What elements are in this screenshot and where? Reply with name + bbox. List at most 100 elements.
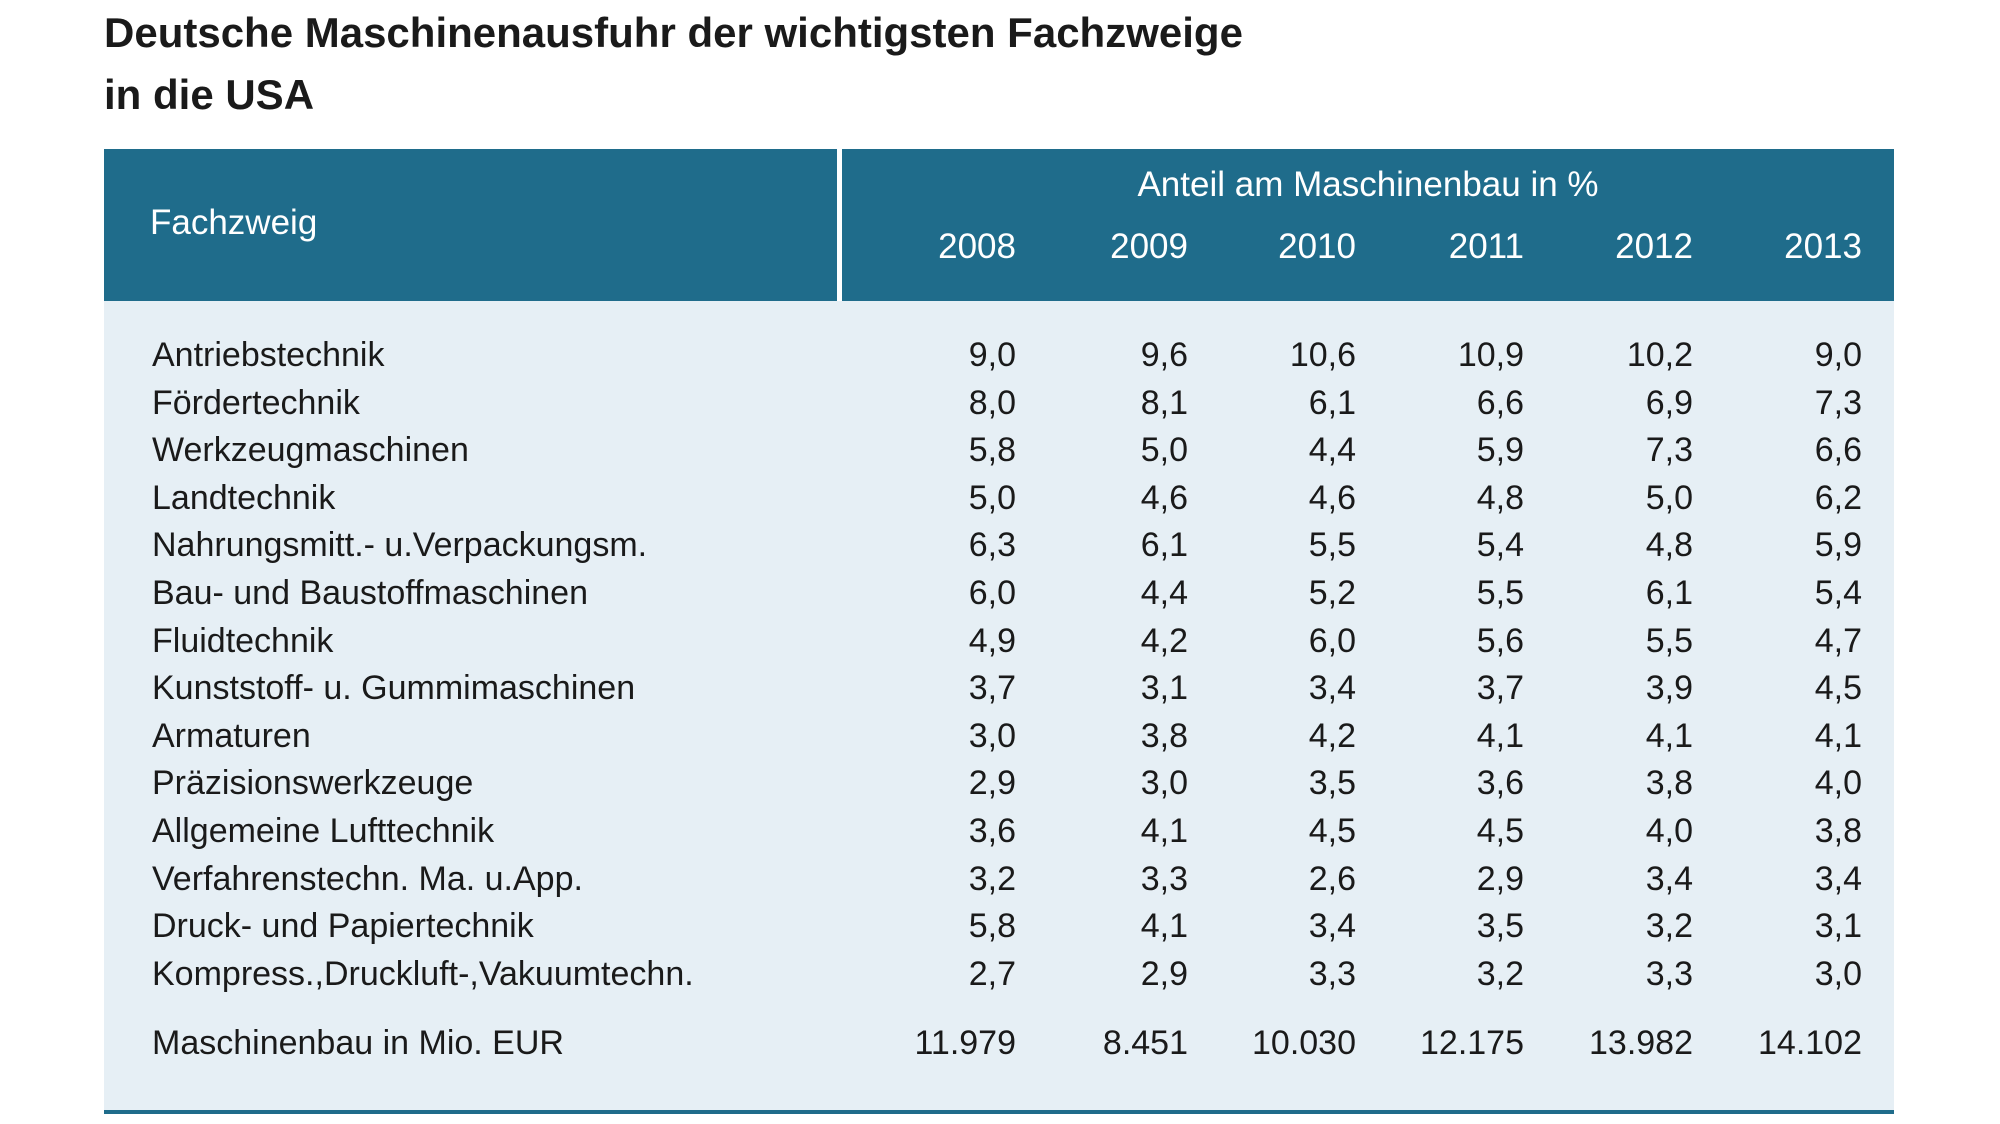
table-cell: 3,2 (1645, 907, 1693, 946)
table-cell: 5,9 (1476, 431, 1524, 470)
column-header-2013: 2013 (1784, 227, 1862, 266)
table-cell: 4,8 (1476, 478, 1524, 517)
table-cell: 3,8 (1814, 812, 1862, 850)
table-cell: 6,1 (1645, 574, 1693, 612)
table-cell: 3,8 (1645, 764, 1693, 803)
row-header-label: Fachzweig (150, 203, 318, 242)
total-cell: 12.175 (1420, 1024, 1524, 1062)
table-cell: 3,0 (968, 716, 1016, 755)
table-cell: 5,9 (1814, 526, 1862, 565)
row-label: Landtechnik (152, 478, 336, 517)
table-cell: 4,1 (1814, 716, 1862, 755)
column-header-2011: 2011 (1448, 227, 1524, 266)
table-cell: 2,9 (1140, 954, 1188, 993)
table-cell: 3,1 (1814, 907, 1862, 946)
row-label: Armaturen (152, 716, 311, 755)
table-cell: 3,4 (1308, 669, 1356, 708)
title-line-2: in die USA (104, 71, 315, 118)
column-header-2010: 2010 (1278, 227, 1356, 266)
table-cell: 3,7 (1476, 669, 1524, 708)
table-cell: 3,4 (1645, 859, 1693, 898)
table-bottom-rule (104, 1110, 1894, 1114)
table-cell: 2,9 (1476, 859, 1524, 898)
total-cell: 13.982 (1589, 1024, 1693, 1062)
table-cell: 5,8 (968, 431, 1016, 470)
table-cell: 4,1 (1140, 907, 1188, 946)
table-cell: 3,0 (1814, 954, 1862, 993)
table-cell: 4,8 (1645, 526, 1693, 565)
table-cell: 3,4 (1814, 859, 1862, 898)
table-cell: 4,2 (1308, 716, 1356, 755)
column-header-2012: 2012 (1615, 227, 1693, 266)
table-cell: 3,9 (1645, 669, 1693, 708)
table-cell: 6,3 (968, 526, 1016, 565)
table-cell: 3,8 (1140, 716, 1188, 755)
table-cell: 4,0 (1645, 812, 1693, 850)
table-cell: 4,5 (1476, 812, 1524, 850)
table-cell: 4,6 (1140, 478, 1188, 517)
row-label: Verfahrenstechn. Ma. u.App. (152, 859, 583, 898)
table-cell: 2,7 (968, 954, 1016, 993)
table-cell: 3,3 (1308, 954, 1356, 993)
total-cell: 8.451 (1102, 1024, 1188, 1062)
row-label: Nahrungsmitt.- u.Verpackungsm. (152, 526, 648, 565)
column-header-2008: 2008 (938, 227, 1016, 266)
table-cell: 3,6 (968, 812, 1016, 850)
row-label: Druck- und Papiertechnik (152, 907, 534, 946)
data-table: Fachzweig Anteil am Maschinenbau in % 20… (104, 149, 1894, 1114)
table-cell: 7,3 (1645, 431, 1693, 470)
row-label: Werkzeugmaschinen (152, 431, 469, 470)
table-cell: 4,1 (1476, 716, 1524, 755)
table-cell: 3,7 (968, 669, 1016, 708)
table-cell: 5,0 (1645, 478, 1693, 517)
table-cell: 10,9 (1457, 336, 1524, 374)
table-cell: 6,0 (968, 574, 1016, 612)
column-header-2009: 2009 (1110, 227, 1188, 266)
table-cell: 3,5 (1476, 907, 1524, 946)
table-cell: 5,5 (1308, 526, 1356, 565)
table-cell: 4,5 (1814, 669, 1862, 708)
table-cell: 4,4 (1140, 574, 1188, 612)
row-label: Kunststoff- u. Gummimaschinen (152, 669, 636, 708)
table-cell: 4,9 (968, 621, 1016, 660)
table-cell: 3,3 (1140, 859, 1188, 898)
row-label: Bau- und Baustoffmaschinen (152, 574, 588, 612)
table-cell: 3,1 (1140, 669, 1188, 708)
total-row-label: Maschinenbau in Mio. EUR (152, 1024, 564, 1062)
table-cell: 2,9 (968, 764, 1016, 803)
table-cell: 3,6 (1476, 764, 1524, 803)
row-label: Präzisionswerkzeuge (152, 764, 474, 803)
table-cell: 3,2 (1476, 954, 1524, 993)
page-title: Deutsche Maschinenausfuhr der wichtigste… (104, 2, 1804, 126)
table-cell: 5,8 (968, 907, 1016, 946)
row-label: Kompress.,Druckluft-,Vakuumtechn. (152, 954, 694, 993)
table-cell: 5,5 (1476, 574, 1524, 612)
table-cell: 5,4 (1476, 526, 1524, 565)
table-cell: 6,2 (1814, 478, 1862, 517)
table-cell: 3,5 (1308, 764, 1356, 803)
table-cell: 9,0 (968, 336, 1016, 374)
table-cell: 5,4 (1814, 574, 1862, 612)
total-cell: 10.030 (1252, 1024, 1356, 1062)
table-cell: 4,1 (1140, 812, 1188, 850)
table-cell: 6,6 (1476, 383, 1524, 422)
table-cell: 3,4 (1308, 907, 1356, 946)
title-line-1: Deutsche Maschinenausfuhr der wichtigste… (104, 9, 1243, 56)
table-cell: 4,1 (1645, 716, 1693, 755)
table-cell: 5,5 (1645, 621, 1693, 660)
row-label: Fluidtechnik (152, 621, 334, 660)
table-cell: 3,2 (968, 859, 1016, 898)
table-cell: 5,0 (968, 478, 1016, 517)
table-cell: 2,6 (1308, 859, 1356, 898)
table-cell: 4,5 (1308, 812, 1356, 850)
table-cell: 8,0 (968, 383, 1016, 422)
table-cell: 3,3 (1645, 954, 1693, 993)
column-group-label: Anteil am Maschinenbau in % (1137, 165, 1599, 204)
table-cell: 7,3 (1814, 383, 1862, 422)
table-cell: 4,4 (1308, 431, 1356, 470)
table-cell: 3,0 (1140, 764, 1188, 803)
table-cell: 6,0 (1308, 621, 1356, 660)
table-cell: 6,1 (1140, 526, 1188, 565)
table-cell: 9,6 (1140, 336, 1188, 374)
total-cell: 11.979 (914, 1024, 1016, 1062)
